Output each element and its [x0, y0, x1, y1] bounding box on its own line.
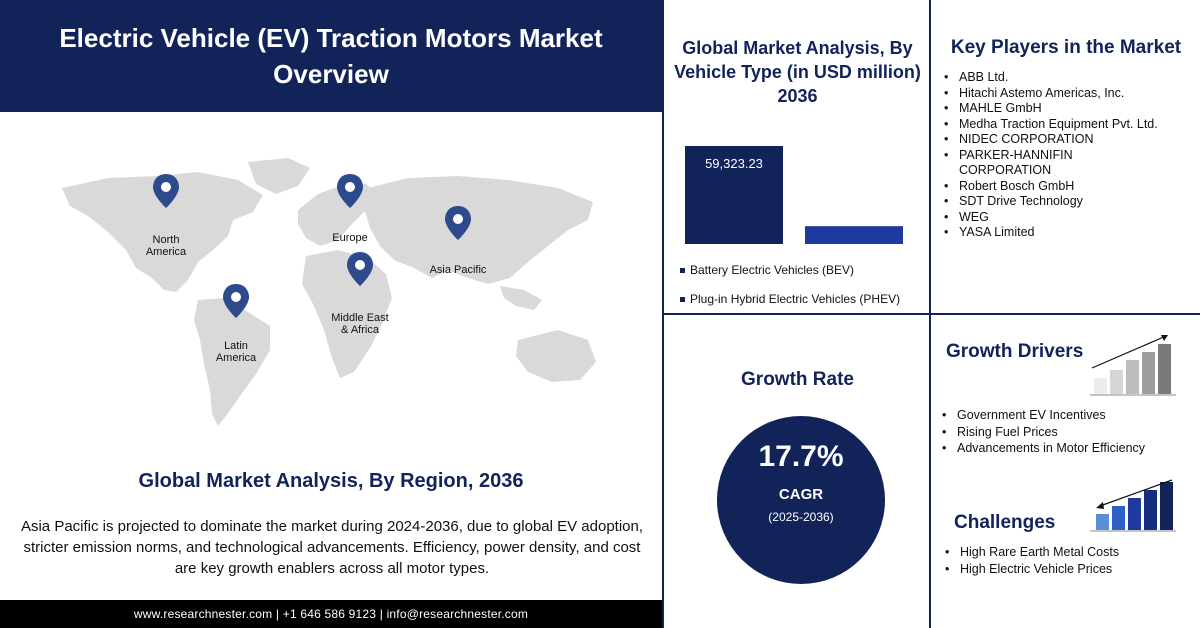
cagr-label: CAGR — [778, 486, 824, 503]
pin-label-north-america: North America — [145, 234, 187, 258]
growth-driver-item: Advancements in Motor Efficiency — [940, 440, 1195, 457]
bar-value-label: 59,323.23 — [705, 156, 763, 171]
key-player-item: ABB Ltd. — [942, 70, 1197, 86]
pin-asia-pacific-icon — [445, 206, 471, 240]
legend-swatch-phev — [680, 296, 685, 302]
key-players-list: ABB Ltd. Hitachi Astemo Americas, Inc. M… — [942, 70, 1197, 241]
pin-label-middle-east-africa: Middle East & Africa — [331, 312, 389, 336]
continent-north-america — [62, 172, 263, 292]
continents — [62, 158, 596, 426]
continent-latin-america — [194, 298, 270, 426]
pin-europe-icon — [337, 174, 363, 208]
continent-europe — [298, 184, 380, 246]
bar-bev — [685, 146, 783, 244]
continent-asia — [364, 176, 593, 284]
pin-label-europe: Europe — [332, 232, 368, 244]
growth-up-chart-icon — [1090, 335, 1176, 396]
challenges-chart-icon — [1090, 479, 1176, 532]
world-map: North America Europe Asia Pacific Middle… — [48, 150, 620, 450]
key-player-item: SDT Drive Technology — [942, 194, 1197, 210]
growth-driver-item: Government EV Incentives — [940, 407, 1195, 424]
legend-item-bev: Battery Electric Vehicles (BEV) — [680, 263, 854, 277]
challenges-title: Challenges — [954, 512, 1056, 533]
key-player-item: PARKER-HANNIFIN CORPORATION — [942, 148, 1102, 179]
key-player-item: Robert Bosch GmbH — [942, 179, 1197, 195]
cagr-value: 17.7% — [758, 440, 844, 473]
pin-label-latin-america: Latin America — [215, 340, 257, 364]
region-section-title: Global Market Analysis, By Region, 2036 — [138, 470, 524, 492]
divider-middle — [662, 313, 1200, 315]
pin-label-asia-pacific: Asia Pacific — [429, 264, 487, 276]
greenland — [248, 158, 310, 194]
region-section-description: Asia Pacific is projected to dominate th… — [20, 518, 644, 577]
key-players-title: Key Players in the Market — [950, 37, 1182, 58]
growth-drivers-list: Government EV Incentives Rising Fuel Pri… — [940, 407, 1195, 457]
header-bar: Electric Vehicle (EV) Traction Motors Ma… — [0, 0, 662, 112]
legend-swatch-bev — [680, 267, 685, 273]
page-title: Electric Vehicle (EV) Traction Motors Ma… — [59, 23, 603, 89]
continent-australia — [516, 330, 596, 382]
key-player-item: YASA Limited — [942, 225, 1197, 241]
key-player-item: NIDEC CORPORATION — [942, 132, 1197, 148]
map-pins — [153, 174, 471, 318]
pin-north-america-icon — [153, 174, 179, 208]
key-player-item: Medha Traction Equipment Pvt. Ltd. — [942, 117, 1197, 133]
key-player-item: WEG — [942, 210, 1197, 226]
challenges-list: High Rare Earth Metal Costs High Electri… — [943, 544, 1198, 577]
pin-middle-east-africa-icon — [347, 252, 373, 286]
continent-africa — [302, 250, 392, 378]
challenge-item: High Electric Vehicle Prices — [943, 561, 1198, 578]
vehicle-type-title: Global Market Analysis, By Vehicle Type … — [674, 38, 921, 106]
pin-latin-america-icon — [223, 284, 249, 318]
world-map-graphic — [62, 158, 596, 426]
key-player-item: Hitachi Astemo Americas, Inc. — [942, 86, 1197, 102]
growth-rate-circle: 17.7% CAGR (2025-2036) — [717, 416, 885, 584]
left-panel: Electric Vehicle (EV) Traction Motors Ma… — [0, 0, 662, 628]
growth-driver-item: Rising Fuel Prices — [940, 424, 1195, 441]
legend-label-bev: Battery Electric Vehicles (BEV) — [690, 263, 855, 277]
vehicle-type-chart: 59,323.23 — [685, 146, 903, 244]
footer-contact: www.researchnester.com | +1 646 586 9123… — [0, 600, 662, 628]
challenge-item: High Rare Earth Metal Costs — [943, 544, 1198, 561]
cagr-period: (2025-2036) — [768, 510, 834, 524]
southeast-asia — [500, 286, 542, 310]
growth-rate-title: Growth Rate — [741, 369, 854, 390]
legend-item-phev: Plug-in Hybrid Electric Vehicles (PHEV) — [680, 292, 900, 306]
legend-label-phev: Plug-in Hybrid Electric Vehicles (PHEV) — [690, 292, 901, 306]
growth-drivers-title: Growth Drivers — [946, 341, 1084, 362]
bar-phev — [805, 226, 903, 244]
key-player-item: MAHLE GmbH — [942, 101, 1197, 117]
